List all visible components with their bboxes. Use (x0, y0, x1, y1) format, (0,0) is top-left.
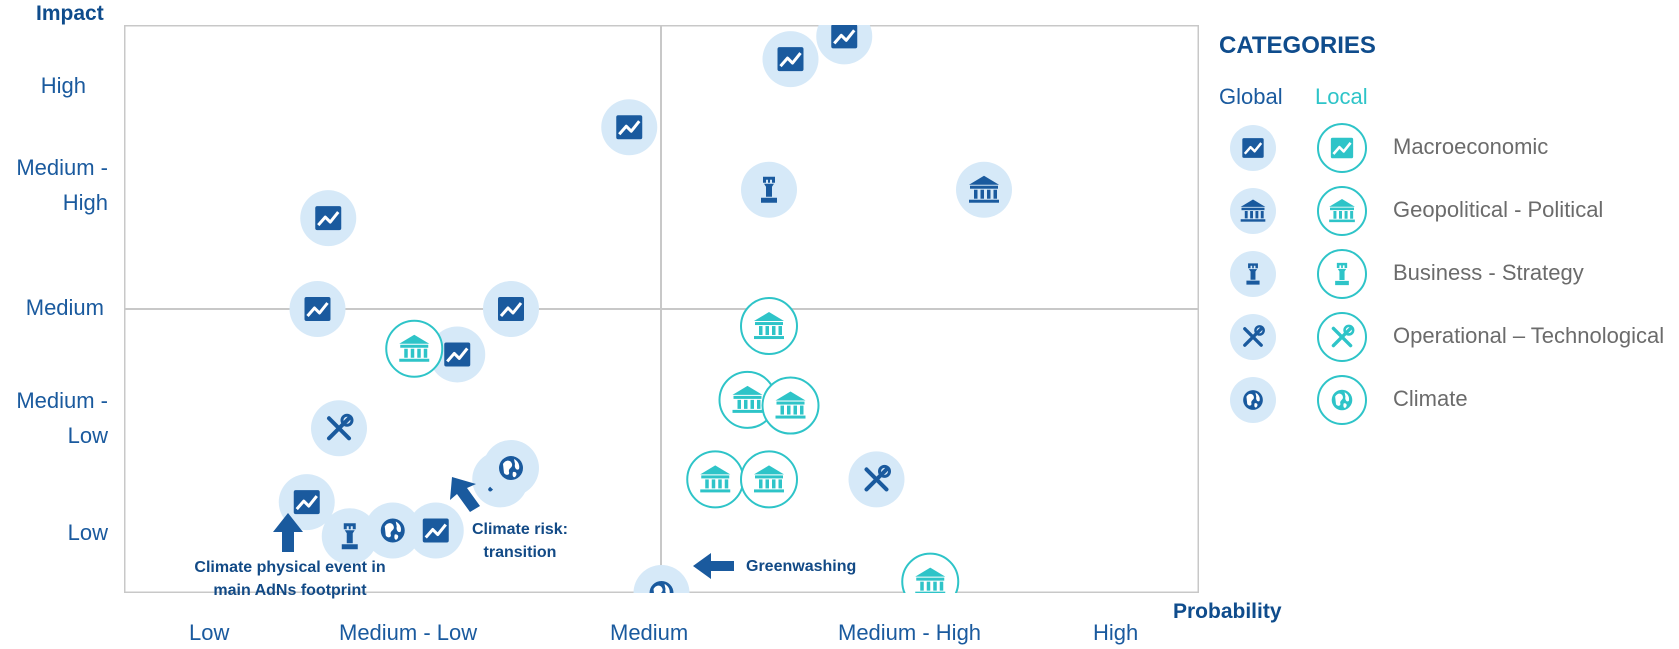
global-climate-marker (483, 440, 539, 497)
global-climate-marker (633, 565, 690, 593)
local-geopolitical-marker (385, 319, 444, 378)
y-level-line: Medium (25, 295, 104, 320)
local-geopolitical-marker (740, 297, 798, 356)
x-level-medium-high: Medium - High (838, 620, 982, 645)
annotation-line: transition (483, 544, 557, 561)
legend-local-label: Local (1315, 84, 1368, 109)
y-axis-title: Impact (36, 2, 104, 25)
legend-local-operational-icon (1317, 312, 1367, 362)
y-level-medium-high: Medium - High (0, 150, 108, 220)
arrow-left-icon (693, 553, 734, 579)
y-level-line: Low (67, 520, 108, 545)
legend-label-macroeconomic: Macroeconomic (1393, 134, 1549, 159)
global-business-strategy-marker (741, 161, 797, 218)
x-level-medium-low: Medium - Low (339, 620, 478, 645)
y-level-line: High (62, 190, 108, 215)
y-level-low: Low (0, 515, 108, 550)
global-business-strategy-marker (321, 508, 378, 565)
risk-matrix (124, 25, 1199, 593)
global-macroeconomic-marker (601, 99, 658, 156)
legend-global-climate-icon (1230, 377, 1276, 423)
legend-global-label: Global (1219, 84, 1283, 109)
legend-local-climate-icon (1317, 375, 1367, 425)
global-geopolitical-marker (956, 161, 1012, 218)
legend-global-geopolitical-icon (1230, 188, 1276, 234)
legend-icons (1230, 123, 1367, 425)
risk-markers (278, 25, 1012, 593)
local-geopolitical-marker (761, 376, 820, 435)
local-geopolitical-marker (686, 450, 745, 509)
annotation-line: Greenwashing (746, 558, 857, 575)
legend-label-business: Business - Strategy (1393, 260, 1584, 285)
legend-global-business-strategy-icon (1230, 251, 1276, 297)
y-level-line: High (40, 73, 86, 98)
y-level-high: High (0, 68, 86, 103)
legend-local-geopolitical-icon (1317, 186, 1367, 236)
global-macroeconomic-marker (407, 502, 464, 559)
local-geopolitical-marker (740, 450, 798, 509)
legend-title: CATEGORIES (1219, 32, 1376, 59)
x-level-medium: Medium (610, 620, 689, 645)
annotation-line: Climate risk: (471, 521, 569, 538)
y-level-medium-low: Medium - Low (0, 383, 108, 453)
legend-label-climate: Climate (1393, 386, 1468, 411)
legend-local-business-strategy-icon (1317, 249, 1367, 299)
annotation-line: main AdNs footprint (213, 582, 367, 599)
legend-label-operational: Operational – Technological (1393, 323, 1665, 348)
global-climate-marker (364, 502, 421, 559)
x-level-high: High (1093, 620, 1139, 645)
global-macroeconomic-marker (289, 281, 346, 337)
annotation-climate-transition: Climate risk: transition (460, 518, 580, 564)
annotation-greenwashing: Greenwashing (746, 555, 856, 578)
arrow-up-icon (273, 513, 303, 552)
global-operational-marker (848, 451, 905, 508)
global-operational-marker (311, 400, 367, 457)
local-geopolitical-marker (901, 552, 960, 593)
global-macroeconomic-marker (300, 190, 357, 247)
y-level-line: Medium - (16, 155, 108, 180)
annotation-climate-physical: Climate physical event in main AdNs foot… (178, 556, 402, 602)
global-macroeconomic-marker (429, 326, 486, 383)
legend-global-operational-icon (1230, 314, 1276, 360)
global-macroeconomic-marker (483, 281, 539, 337)
global-macroeconomic-marker (278, 474, 335, 531)
local-geopolitical-marker (718, 370, 777, 429)
legend-label-geopolitical: Geopolitical - Political (1393, 197, 1604, 222)
legend-local-macroeconomic-icon (1317, 123, 1367, 173)
arrow-up-left-icon (450, 477, 480, 512)
x-level-low: Low (189, 620, 230, 645)
y-level-line: Low (67, 423, 108, 448)
legend-global-macroeconomic-icon (1230, 125, 1276, 171)
global-macroeconomic-marker (816, 25, 873, 65)
y-level-medium: Medium (0, 290, 104, 325)
x-axis-title: Probability (1173, 600, 1282, 623)
annotation-line: Climate physical event in (194, 559, 386, 576)
global-macroeconomic-marker (762, 31, 819, 88)
y-level-line: Medium - (16, 388, 108, 413)
